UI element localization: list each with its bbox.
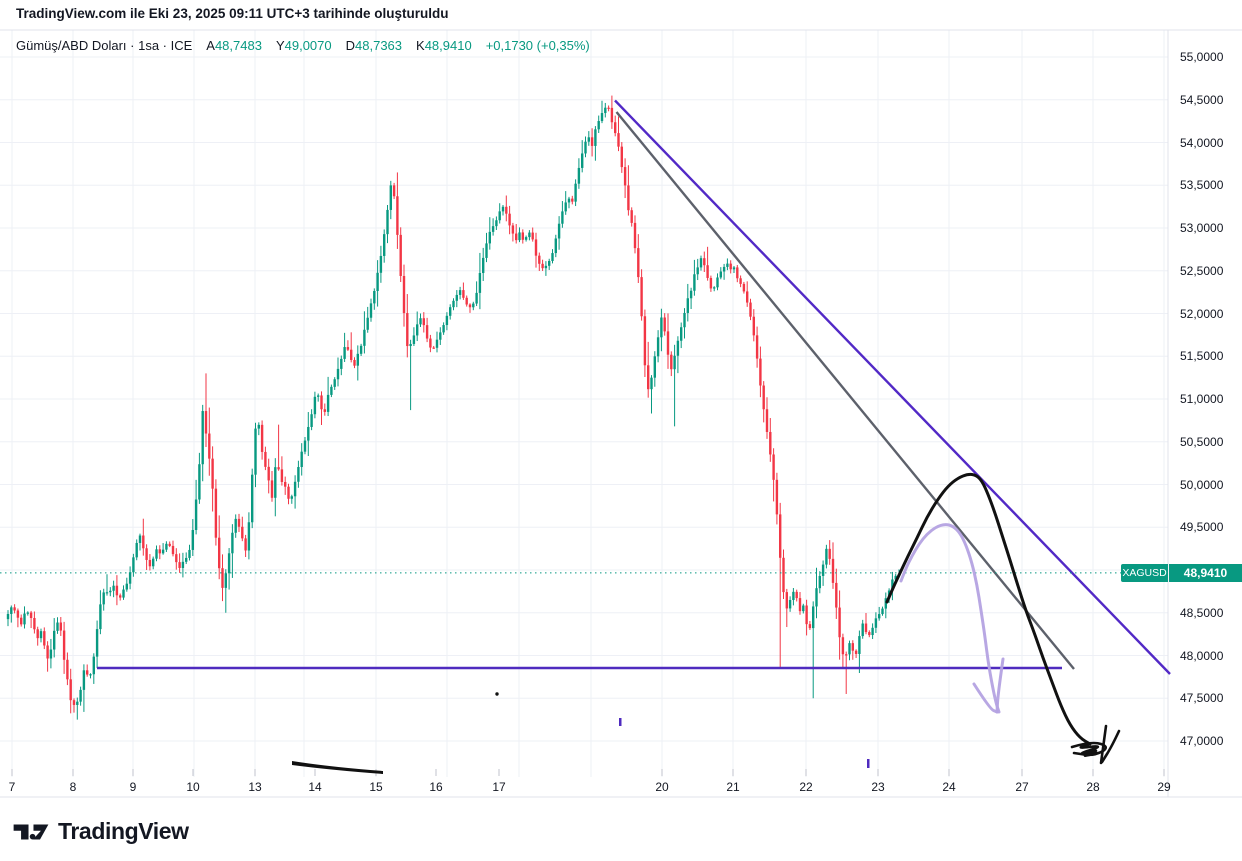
trendlines [97,99,1171,675]
tradingview-logo: TradingView [13,818,189,845]
time-tick-label: 8 [69,780,77,794]
time-axis[interactable]: 7 8 9 10 13 14 15 16 17 20 21 22 23 24 27 28 29 [0,777,1171,797]
current-price-badge: XAGUSD 48,9410 [1121,564,1242,582]
candlestick-series [6,95,901,720]
legend-low: D48,7363 [345,38,403,53]
price-tick-label: 50,5000 [1180,434,1224,449]
time-tick-label: 15 [369,780,383,794]
legend-close: K48,9410 [416,38,472,53]
time-tick-label: 13 [248,780,262,794]
legend-change: +0,1730 (+0,35%) [485,38,590,53]
time-tick-label: 10 [186,780,200,794]
symbol-legend: Gümüş/ABD Doları · 1sa · ICE A48,7483 Y4… [16,38,590,53]
price-tick-label: 50,0000 [1180,477,1224,492]
price-tick-label: 48,0000 [1180,648,1224,663]
time-tick-label: 21 [726,780,740,794]
tradingview-logo-icon [13,824,49,839]
purple-mark [619,718,622,726]
lavender-arrow-head[interactable] [972,682,999,714]
symbol-badge: XAGUSD [1121,564,1168,582]
time-tick-label: 17 [492,780,506,794]
time-tick-label: 14 [308,780,322,794]
resistance-trendline[interactable] [614,99,1171,675]
lavender-arrow-head[interactable] [995,657,1005,714]
price-tick-label: 47,5000 [1180,691,1224,706]
price-axis[interactable]: 55,0000 54,5000 54,0000 53,5000 53,0000 52,50… [1168,30,1242,797]
time-tick-label: 28 [1086,780,1100,794]
price-tick-label: 54,0000 [1180,135,1224,150]
symbol-title: Gümüş/ABD Doları · 1sa · ICE [16,38,193,53]
purple-mark [867,759,870,768]
time-tick-label: 29 [1157,780,1171,794]
attribution-text: TradingView.com ile Eki 23, 2025 09:11 U… [16,6,449,21]
price-tick-label: 48,5000 [1180,605,1224,620]
time-tick-label: 24 [942,780,956,794]
price-tick-label: 55,0000 [1180,50,1224,64]
black-streak[interactable] [292,761,383,774]
grid [0,30,1168,777]
black-arrow-head[interactable] [1100,729,1121,764]
price-badge-value: 48,9410 [1169,564,1242,582]
black-dot [495,692,499,696]
price-tick-label: 47,0000 [1180,734,1224,748]
price-tick-label: 51,0000 [1180,392,1224,406]
time-tick-label: 22 [799,780,813,794]
inner-trendline[interactable] [615,111,1075,670]
price-tick-label: 52,5000 [1180,263,1224,278]
tradingview-logo-text: TradingView [58,818,189,844]
lavender-arrow[interactable] [899,523,1001,714]
black-arrow[interactable] [885,472,1092,746]
time-tick-label: 23 [871,780,885,794]
legend-open: A48,7483 [206,38,262,53]
time-tick-label: 7 [8,780,16,794]
price-tick-label: 52,0000 [1180,306,1224,321]
axis-frame [0,29,1242,798]
legend-high: Y49,0070 [275,38,332,53]
black-arrow-head[interactable] [1070,741,1108,757]
time-tick-label: 20 [655,780,669,794]
price-tick-label: 51,5000 [1180,349,1224,364]
time-tick-label: 16 [429,780,443,794]
black-arrow-head[interactable] [1099,724,1108,765]
price-tick-label: 53,0000 [1180,221,1224,235]
price-tick-label: 54,5000 [1180,92,1224,107]
time-tick-label: 27 [1015,780,1029,794]
price-tick-label: 49,5000 [1180,520,1224,535]
time-tick-label: 9 [129,780,137,794]
price-tick-label: 53,5000 [1180,178,1224,193]
